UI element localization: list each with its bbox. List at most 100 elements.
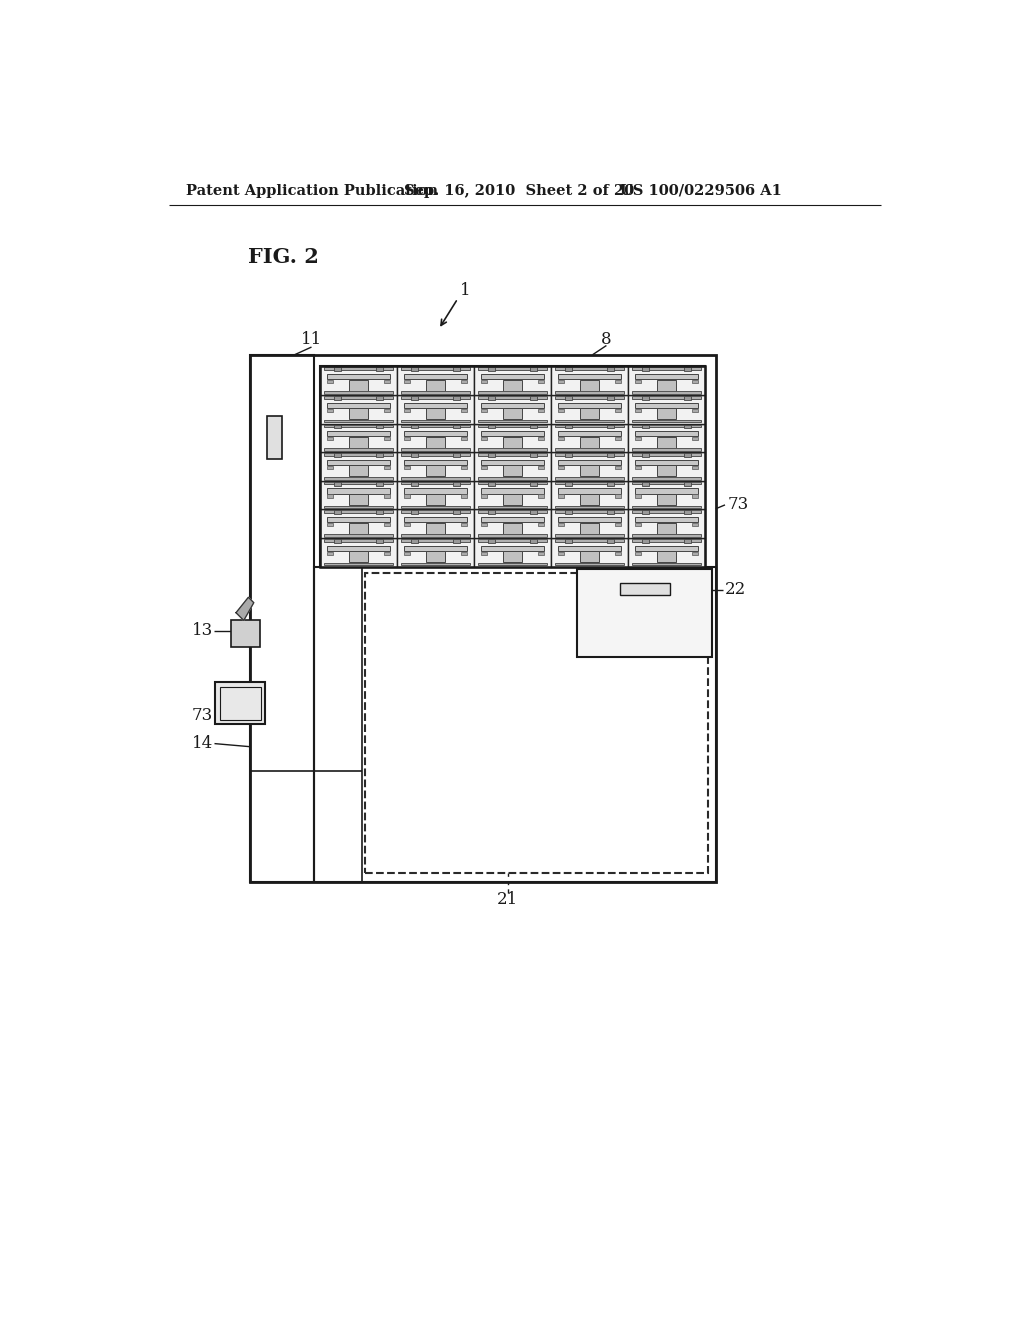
Bar (503, 494, 522, 506)
Bar (656, 466, 676, 477)
Bar (558, 488, 621, 494)
Bar (349, 466, 369, 477)
Bar (656, 437, 676, 447)
Bar (324, 535, 393, 537)
Bar (376, 453, 383, 457)
Bar (426, 552, 445, 562)
Bar (400, 367, 470, 370)
Bar (551, 480, 628, 510)
Bar (453, 425, 460, 429)
Bar (412, 396, 418, 400)
Bar (488, 453, 496, 457)
Bar (334, 396, 341, 400)
Bar (400, 511, 470, 513)
Bar (250, 355, 716, 882)
Bar (334, 453, 341, 457)
Bar (461, 495, 467, 498)
Bar (488, 367, 496, 371)
Bar (328, 403, 390, 408)
Bar (319, 539, 397, 566)
Bar (565, 539, 572, 543)
Bar (328, 545, 390, 550)
Bar (478, 391, 547, 393)
Bar (478, 453, 547, 455)
Bar (555, 506, 625, 508)
Bar (481, 517, 544, 523)
Bar (632, 420, 701, 422)
Bar (481, 432, 544, 437)
Bar (555, 396, 625, 399)
Bar (607, 511, 613, 515)
Bar (384, 409, 390, 412)
Bar (632, 425, 701, 428)
Bar (558, 409, 564, 412)
Bar (400, 506, 470, 508)
Bar (324, 562, 393, 565)
Bar (692, 495, 698, 498)
Bar (334, 539, 341, 543)
Bar (539, 523, 545, 527)
Bar (324, 449, 393, 451)
Bar (529, 539, 537, 543)
Bar (565, 482, 572, 486)
Bar (403, 523, 410, 527)
Bar (642, 482, 649, 486)
Bar (328, 517, 390, 523)
Bar (555, 420, 625, 422)
Bar (327, 523, 333, 527)
Bar (397, 451, 474, 480)
Bar (461, 552, 467, 554)
Bar (453, 453, 460, 457)
Bar (551, 539, 628, 566)
Bar (403, 437, 410, 441)
Bar (635, 488, 697, 494)
Bar (404, 459, 467, 465)
Bar (480, 495, 486, 498)
Bar (324, 453, 393, 455)
Bar (376, 396, 383, 400)
Bar (692, 437, 698, 441)
Bar (558, 552, 564, 554)
Bar (628, 367, 705, 395)
Bar (384, 495, 390, 498)
Bar (565, 425, 572, 429)
Bar (555, 391, 625, 393)
Bar (607, 539, 613, 543)
Bar (529, 396, 537, 400)
Bar (555, 539, 625, 541)
Bar (615, 552, 622, 554)
Bar (558, 374, 621, 379)
Bar (539, 552, 545, 554)
Text: 73: 73 (191, 706, 213, 723)
Bar (529, 367, 537, 371)
Bar (453, 396, 460, 400)
Text: 11: 11 (301, 331, 323, 348)
Bar (558, 523, 564, 527)
Text: 1: 1 (460, 282, 471, 300)
Text: 8: 8 (601, 331, 611, 348)
Bar (684, 396, 691, 400)
Bar (412, 482, 418, 486)
Bar (558, 495, 564, 498)
Bar (400, 425, 470, 428)
Bar (215, 682, 265, 725)
Bar (615, 523, 622, 527)
Bar (555, 477, 625, 479)
Bar (481, 488, 544, 494)
Bar (488, 482, 496, 486)
Bar (628, 480, 705, 510)
Text: FIG. 2: FIG. 2 (248, 247, 318, 267)
Bar (628, 539, 705, 566)
Bar (628, 424, 705, 453)
Bar (642, 425, 649, 429)
Bar (453, 367, 460, 371)
Bar (384, 437, 390, 441)
Bar (565, 367, 572, 371)
Bar (327, 409, 333, 412)
Bar (400, 539, 470, 541)
Bar (319, 480, 397, 510)
Bar (313, 566, 716, 882)
Bar (635, 466, 641, 469)
Bar (635, 523, 641, 527)
Bar (250, 355, 313, 882)
